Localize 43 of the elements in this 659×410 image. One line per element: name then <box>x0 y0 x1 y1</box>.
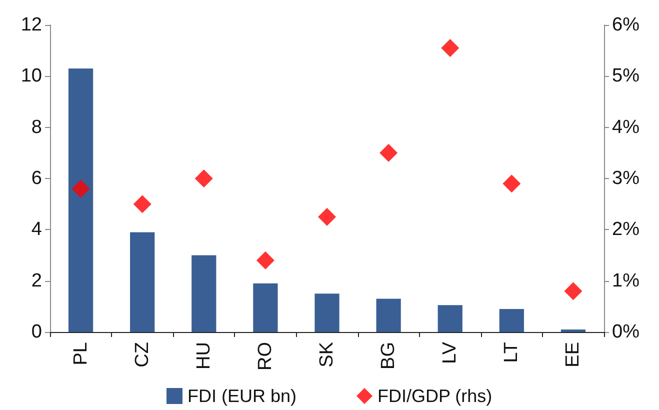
y2-tick-label: 5% <box>612 66 640 87</box>
point <box>133 195 152 214</box>
y2-tick-label: 6% <box>612 14 640 36</box>
y2-tick-label: 1% <box>612 270 640 292</box>
bar <box>314 294 340 332</box>
point <box>318 208 336 226</box>
x-tick-label: BG <box>378 342 400 370</box>
bar <box>130 232 155 332</box>
bar <box>68 68 94 332</box>
point <box>256 251 274 270</box>
x-tick-label: RO <box>254 342 276 370</box>
x-tick-label: EE <box>562 342 584 368</box>
y-tick-label: 2 <box>31 270 42 292</box>
y-tick-label: 10 <box>20 66 42 87</box>
legend-label: FDI (EUR bn) <box>187 386 297 406</box>
y2-tick-label: 4% <box>612 116 640 138</box>
point <box>380 144 398 162</box>
x-tick-label: CZ <box>132 342 153 368</box>
point <box>72 180 90 198</box>
point <box>441 39 460 58</box>
y-tick-label: 12 <box>20 14 42 36</box>
x-tick-label: SK <box>316 342 338 368</box>
x-tick-label: LV <box>440 342 461 364</box>
bar <box>499 308 524 332</box>
bar <box>253 283 278 332</box>
bar <box>438 305 462 332</box>
y2-tick-label: 2% <box>612 219 640 240</box>
x-tick-label: HU <box>193 342 214 370</box>
bar <box>192 255 216 332</box>
y-tick-label: 8 <box>31 116 42 138</box>
y2-tick-label: 0% <box>612 322 640 342</box>
bar <box>376 298 401 332</box>
legend-label: FDI/GDP (rhs) <box>378 386 492 406</box>
x-tick-label: LT <box>501 342 522 363</box>
x-tick-label: PL <box>70 342 92 366</box>
point <box>564 282 582 300</box>
y-tick-label: 0 <box>31 322 42 342</box>
bar <box>560 329 586 332</box>
point <box>194 170 213 188</box>
y-tick-label: 6 <box>31 168 42 189</box>
point <box>502 174 521 193</box>
y2-tick-label: 3% <box>612 168 640 189</box>
y-tick-label: 4 <box>31 219 42 240</box>
